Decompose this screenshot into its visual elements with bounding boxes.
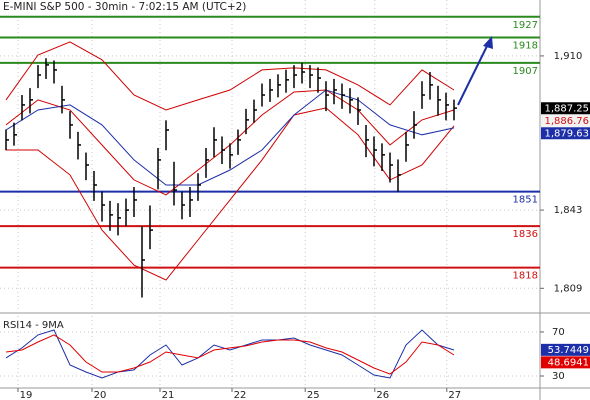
x-tick-label: 22: [234, 390, 247, 400]
level-label: 1927: [513, 20, 538, 31]
price-label-box: [541, 343, 590, 356]
y-tick-label: 30: [552, 371, 565, 382]
price-label: 53.7449: [548, 345, 589, 356]
x-tick-label: 26: [376, 390, 389, 400]
price-label-box: [541, 127, 590, 140]
price-label: 1,887.25: [544, 103, 589, 114]
overlay-line: [5, 41, 455, 111]
title-bg: [0, 0, 226, 14]
x-tick-label: 20: [94, 390, 107, 400]
price-label: 48.6941: [548, 357, 589, 368]
arrow: [457, 41, 490, 106]
level-label: 1836: [513, 229, 538, 240]
overlay-line: [5, 89, 455, 186]
y-tick-label: 1,809: [554, 283, 583, 294]
price-label-box: [541, 356, 590, 369]
price-label: 1,879.63: [544, 128, 589, 139]
y-tick-label: 70: [552, 327, 565, 338]
y-tick-label: 1,843: [554, 205, 583, 216]
rsi-line: [5, 334, 455, 375]
level-label: 1907: [513, 66, 538, 77]
x-tick-label: 21: [162, 390, 175, 400]
rsi-line: [5, 329, 455, 379]
x-tick-label: 27: [448, 390, 461, 400]
level-label: 1918: [513, 41, 538, 52]
level-label: 1851: [513, 195, 538, 206]
arrow-head: [483, 36, 493, 49]
x-tick-label: 25: [307, 390, 320, 400]
price-label: 1,886.76: [544, 116, 589, 127]
price-label-box: [541, 102, 590, 115]
price-label-box: [541, 114, 590, 127]
x-tick-label: 19: [20, 390, 33, 400]
y-tick-label: 1,910: [554, 51, 583, 62]
level-label: 1818: [513, 271, 538, 282]
chart-title: E-MINI S&P 500 - 30min - 7:02:15 AM (UTC…: [3, 1, 246, 13]
rsi-title: RSI14 - 9MA: [3, 320, 64, 331]
overlay-line: [6, 107, 455, 281]
